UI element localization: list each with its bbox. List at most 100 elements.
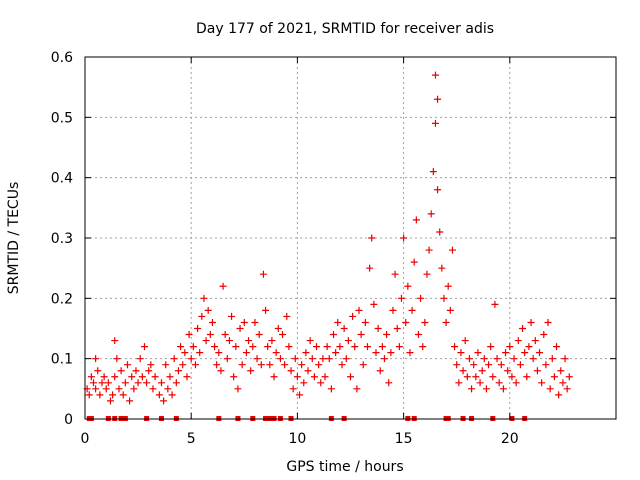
data-point [96,391,104,399]
data-point [453,361,461,369]
data-point [355,306,363,314]
data-point [168,391,176,399]
data-point [319,355,327,363]
data-point [100,373,108,381]
data-point [272,349,280,357]
data-point [457,349,465,357]
data-point [94,367,102,375]
data-point [134,379,142,387]
data-point [138,373,146,381]
data-point [397,294,405,302]
data-point [510,355,518,363]
axis-ticks: 0 0.1 0.2 0.3 0.4 0.5 0.6 0 5 10 15 20 [51,50,616,447]
data-point [476,379,484,387]
data-point [92,385,100,393]
data-point [550,373,558,381]
data-point [232,343,240,351]
data-point [330,331,338,339]
data-point [119,391,127,399]
data-point [245,337,253,345]
data-point [136,355,144,363]
data-point [310,373,318,381]
data-point [404,282,412,290]
data-point [383,331,391,339]
data-point [565,373,573,381]
data-point [412,216,420,224]
y-tick-label: 0.1 [51,352,73,368]
data-point [495,379,503,387]
data-point [419,343,427,351]
data-point [559,379,567,387]
data-point [187,355,195,363]
data-point [546,385,554,393]
data-point [276,355,284,363]
data-point [538,379,546,387]
data-point [444,282,452,290]
data-point [357,331,365,339]
data-point [442,318,450,326]
data-point [85,391,93,399]
data-point [255,331,263,339]
y-tick-label: 0.3 [51,231,73,247]
data-point [147,361,155,369]
data-point [157,379,165,387]
data-point [344,337,352,345]
y-axis-label: SRMTID / TECUs [6,182,22,295]
gridlines [85,57,616,419]
data-point [529,355,537,363]
data-point [423,270,431,278]
data-point [557,367,565,375]
data-point [268,337,276,345]
data-point [431,119,439,127]
data-point [113,355,121,363]
data-point [512,379,520,387]
data-point [281,361,289,369]
data-point [368,234,376,242]
data-point [162,361,170,369]
data-point [531,337,539,345]
data-point [225,337,233,345]
data-point [143,379,151,387]
data-point [378,343,386,351]
data-point [87,373,95,381]
data-point [504,367,512,375]
data-point [123,361,131,369]
data-point [438,264,446,272]
data-point [149,385,157,393]
data-point [533,367,541,375]
data-point [487,343,495,351]
data-point [446,306,454,314]
data-point [298,361,306,369]
data-point [89,379,97,387]
data-point [164,385,172,393]
data-point [300,379,308,387]
data-point [521,349,529,357]
data-point [527,318,535,326]
data-point [431,71,439,79]
y-tick-label: 0.5 [51,110,73,126]
data-point [448,246,456,254]
data-point [283,312,291,320]
data-point [240,318,248,326]
data-point [219,282,227,290]
data-point [242,349,250,357]
data-point [183,373,191,381]
data-point [104,379,112,387]
data-point [189,343,197,351]
data-point [308,355,316,363]
data-point [334,318,342,326]
data-point [502,349,510,357]
data-point [140,343,148,351]
data-point [230,373,238,381]
data-point [291,355,299,363]
data-point [406,349,414,357]
data-point [459,367,467,375]
data-point [98,379,106,387]
data-point [287,367,295,375]
data-point [361,318,369,326]
data-point [353,385,361,393]
data-point [561,355,569,363]
x-tick-label: 20 [501,431,519,447]
data-point [111,337,119,345]
